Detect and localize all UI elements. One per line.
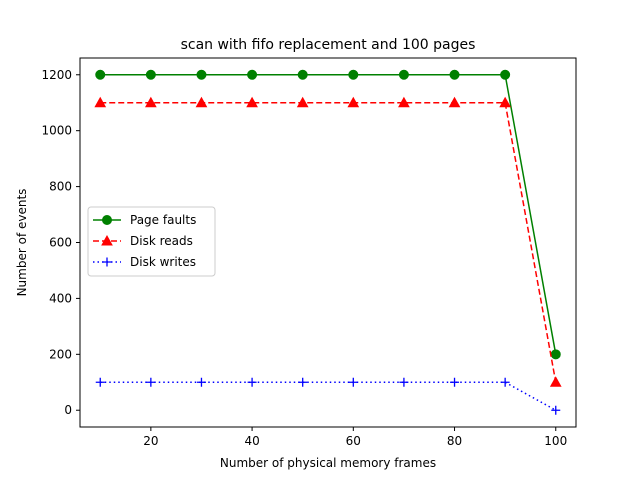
- x-tick-label: 40: [244, 434, 259, 448]
- data-point: [549, 376, 562, 387]
- data-point: [146, 377, 156, 387]
- y-tick-label: 0: [64, 403, 72, 417]
- data-point: [95, 69, 106, 80]
- data-point: [94, 96, 107, 108]
- data-point: [550, 349, 561, 360]
- data-point: [450, 377, 460, 387]
- y-axis: 0 200 400 600 800 1000 1200: [41, 68, 80, 417]
- legend-label: Disk reads: [130, 234, 193, 248]
- plot-area: [94, 69, 562, 415]
- data-point: [145, 69, 156, 80]
- y-tick-label: 600: [49, 236, 72, 250]
- data-point: [247, 377, 257, 387]
- y-tick-label: 800: [49, 180, 72, 194]
- series-disk-reads: [94, 96, 562, 387]
- chart-title: scan with fifo replacement and 100 pages: [181, 37, 476, 53]
- legend: Page faults Disk reads Disk writes: [87, 206, 216, 277]
- series-line: [100, 101, 557, 383]
- data-point: [196, 377, 206, 387]
- x-tick-label: 20: [143, 434, 158, 448]
- data-point: [500, 377, 510, 387]
- data-point: [196, 69, 207, 80]
- series-line: [100, 74, 557, 355]
- data-point: [298, 377, 308, 387]
- data-point: [398, 69, 409, 80]
- legend-label: Disk writes: [130, 255, 196, 269]
- data-point: [296, 96, 309, 108]
- y-tick-label: 1200: [41, 68, 72, 82]
- x-tick-label: 100: [544, 434, 567, 448]
- data-point: [449, 69, 460, 80]
- data-point: [101, 234, 113, 246]
- y-tick-label: 1000: [41, 124, 72, 138]
- data-point: [398, 96, 410, 108]
- data-point: [551, 405, 561, 415]
- x-tick-label: 80: [447, 434, 462, 448]
- data-point: [499, 96, 511, 108]
- data-point: [247, 69, 258, 80]
- data-point: [448, 96, 461, 108]
- x-tick-label: 60: [346, 434, 361, 448]
- y-tick-label: 200: [49, 347, 72, 361]
- series-disk-writes: [95, 377, 561, 415]
- data-point: [102, 215, 112, 225]
- data-point: [246, 96, 258, 108]
- data-point: [500, 69, 511, 80]
- x-axis: 20 40 60 80 100: [143, 427, 567, 448]
- series-page-faults: [95, 69, 561, 360]
- x-axis-label: Number of physical memory frames: [220, 456, 436, 470]
- data-point: [347, 96, 360, 108]
- legend-label: Page faults: [130, 213, 196, 227]
- data-point: [102, 257, 112, 267]
- series-line: [100, 381, 557, 411]
- data-point: [348, 377, 358, 387]
- data-point: [195, 96, 208, 108]
- data-point: [95, 377, 105, 387]
- data-point: [348, 69, 359, 80]
- data-point: [297, 69, 308, 80]
- y-axis-label: Number of events: [15, 189, 29, 297]
- data-point: [399, 377, 409, 387]
- y-tick-label: 400: [49, 291, 72, 305]
- data-point: [145, 96, 157, 108]
- legend-box: [87, 206, 216, 277]
